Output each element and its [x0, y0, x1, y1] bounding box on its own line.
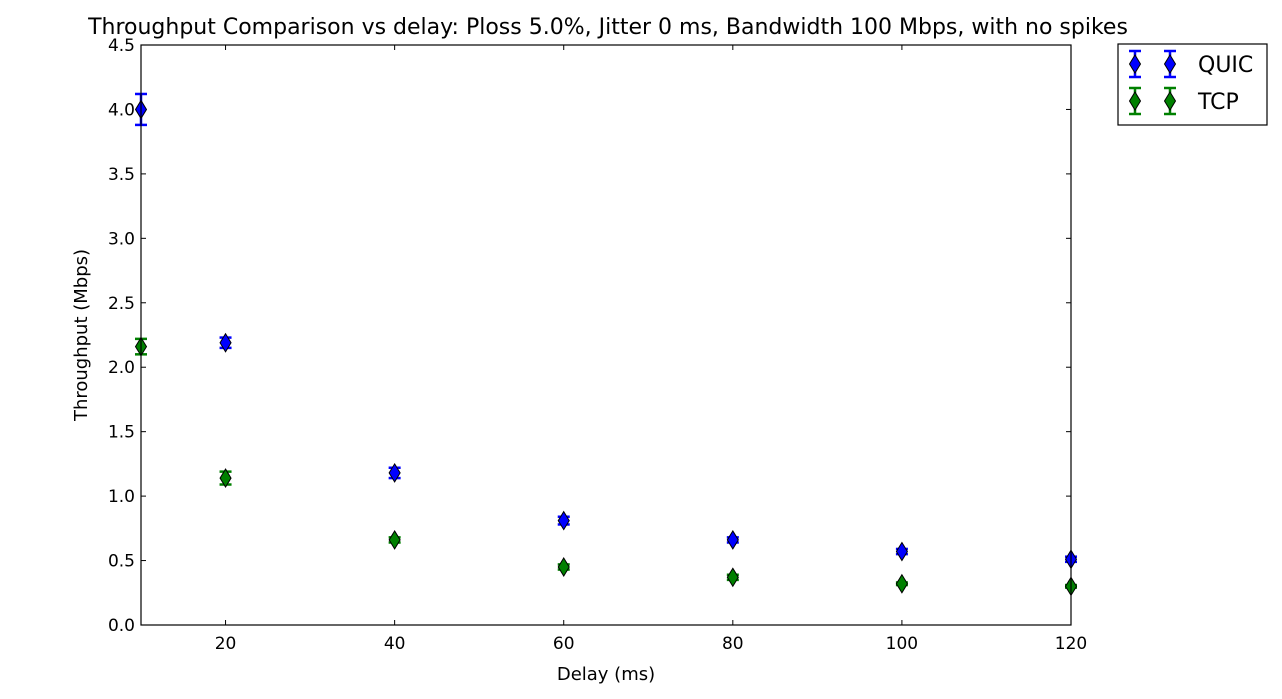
x-axis-label: Delay (ms)	[557, 664, 655, 685]
series-layer	[134, 92, 1078, 597]
x-tick-label: 60	[553, 634, 575, 654]
legend: QUIC TCP	[1117, 43, 1268, 126]
legend-label: TCP	[1197, 90, 1239, 115]
data-point	[388, 529, 401, 550]
y-tick-label: 2.0	[108, 358, 135, 378]
data-point	[726, 529, 739, 550]
data-point	[219, 468, 232, 489]
legend-label: QUIC	[1198, 53, 1253, 78]
series-tcp	[134, 336, 1078, 597]
y-tick-label: 2.5	[108, 294, 135, 314]
y-tick-label: 1.5	[108, 423, 135, 443]
x-tick-label: 120	[1055, 634, 1087, 654]
data-point	[726, 567, 739, 588]
legend-item-quic: QUIC	[1128, 49, 1253, 79]
data-point	[557, 557, 570, 577]
y-tick-label: 1.0	[108, 487, 135, 507]
plot-frame	[140, 44, 1072, 626]
chart-title: Throughput Comparison vs delay: Ploss 5.…	[87, 15, 1128, 40]
axis-ticks: 20 40 60 80 100 120 0.0 0.5 1.0 1.5 2.0 2.5 3.0 3.5 4.…	[108, 36, 1087, 654]
y-tick-label: 3.5	[108, 165, 135, 185]
legend-marker	[1128, 91, 1142, 111]
data-point	[557, 510, 570, 531]
x-tick-label: 100	[886, 634, 918, 654]
y-tick-label: 3.0	[108, 229, 135, 249]
legend-marker	[1163, 91, 1177, 111]
y-tick-label: 4.0	[108, 100, 135, 120]
y-tick-label: 0.5	[108, 552, 135, 572]
data-point	[895, 541, 908, 562]
legend-marker	[1163, 54, 1177, 74]
legend-item-tcp: TCP	[1128, 86, 1239, 116]
y-tick-label: 4.5	[108, 36, 135, 56]
x-tick-label: 20	[215, 634, 237, 654]
data-point	[388, 462, 401, 483]
x-tick-label: 40	[384, 634, 406, 654]
legend-frame	[1117, 43, 1268, 126]
x-tick-label: 80	[722, 634, 744, 654]
y-axis-label: Throughput (Mbps)	[71, 249, 92, 422]
y-tick-label: 0.0	[108, 616, 135, 636]
data-point	[895, 573, 908, 594]
series-quic	[134, 92, 1078, 570]
data-point	[219, 332, 232, 353]
legend-marker	[1128, 54, 1142, 74]
